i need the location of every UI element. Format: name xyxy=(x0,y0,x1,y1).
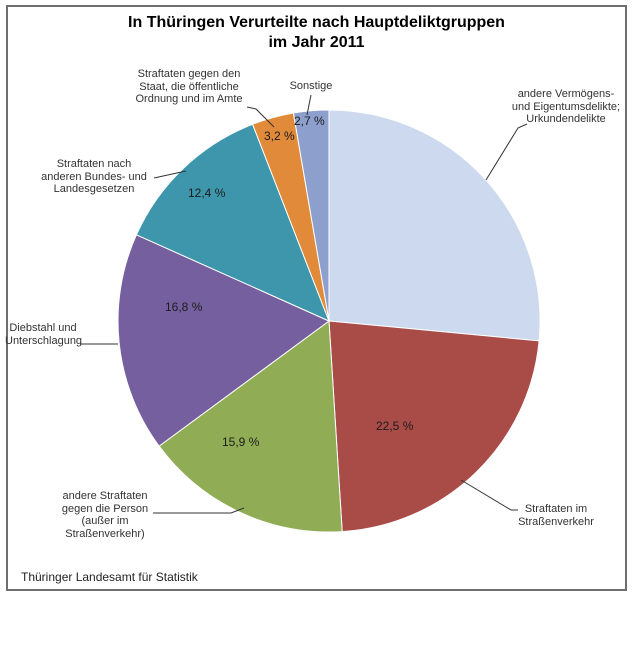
leader-line-sonstige xyxy=(306,94,312,116)
percent-label-sonstige: 2,7 % xyxy=(294,114,325,128)
leader-line-strassenverkehr xyxy=(460,479,518,511)
leader-lines xyxy=(80,94,528,514)
source-note: Thüringer Landesamt für Statistik xyxy=(21,570,198,584)
callout-label-staat: Straftaten gegen den Staat, die öffentli… xyxy=(135,68,243,105)
pie-slice-0 xyxy=(328,109,541,342)
chart-title: In Thüringen Verurteilte nach Hauptdelik… xyxy=(128,14,505,51)
pie-slice-4 xyxy=(135,123,330,322)
percent-label-person: 15,9 % xyxy=(222,435,260,449)
pie-slice-3 xyxy=(117,234,330,447)
callout-label-strassenverkehr: Straftaten im Straßenverkehr xyxy=(518,503,594,528)
percent-label-diebstahl: 16,8 % xyxy=(165,300,203,314)
leader-line-vermoegensdelikte xyxy=(485,123,528,181)
percent-label-strassenverkehr: 22,5 % xyxy=(376,419,414,433)
pie-slice-2 xyxy=(158,320,343,533)
leader-line-landesgesetze xyxy=(153,170,187,179)
callout-label-vermoegensdelikte: andere Vermögens- und Eigentumsdelikte; … xyxy=(511,88,621,125)
percent-label-landesgesetze: 12,4 % xyxy=(188,186,226,200)
callout-label-person: andere Straftaten gegen die Person (auße… xyxy=(61,490,149,540)
callout-label-sonstige: Sonstige xyxy=(289,80,333,92)
pie-slice-6 xyxy=(292,109,330,322)
leader-line-staat xyxy=(246,106,275,128)
pie-slice-1 xyxy=(328,320,540,533)
leader-line-person xyxy=(153,507,245,514)
pie-slices xyxy=(117,109,541,533)
percent-label-staat: 3,2 % xyxy=(264,129,295,143)
callout-label-diebstahl: Diebstahl und Unterschlagung xyxy=(5,322,83,347)
callout-label-landesgesetze: Straftaten nach anderen Bundes- und Land… xyxy=(41,158,147,195)
